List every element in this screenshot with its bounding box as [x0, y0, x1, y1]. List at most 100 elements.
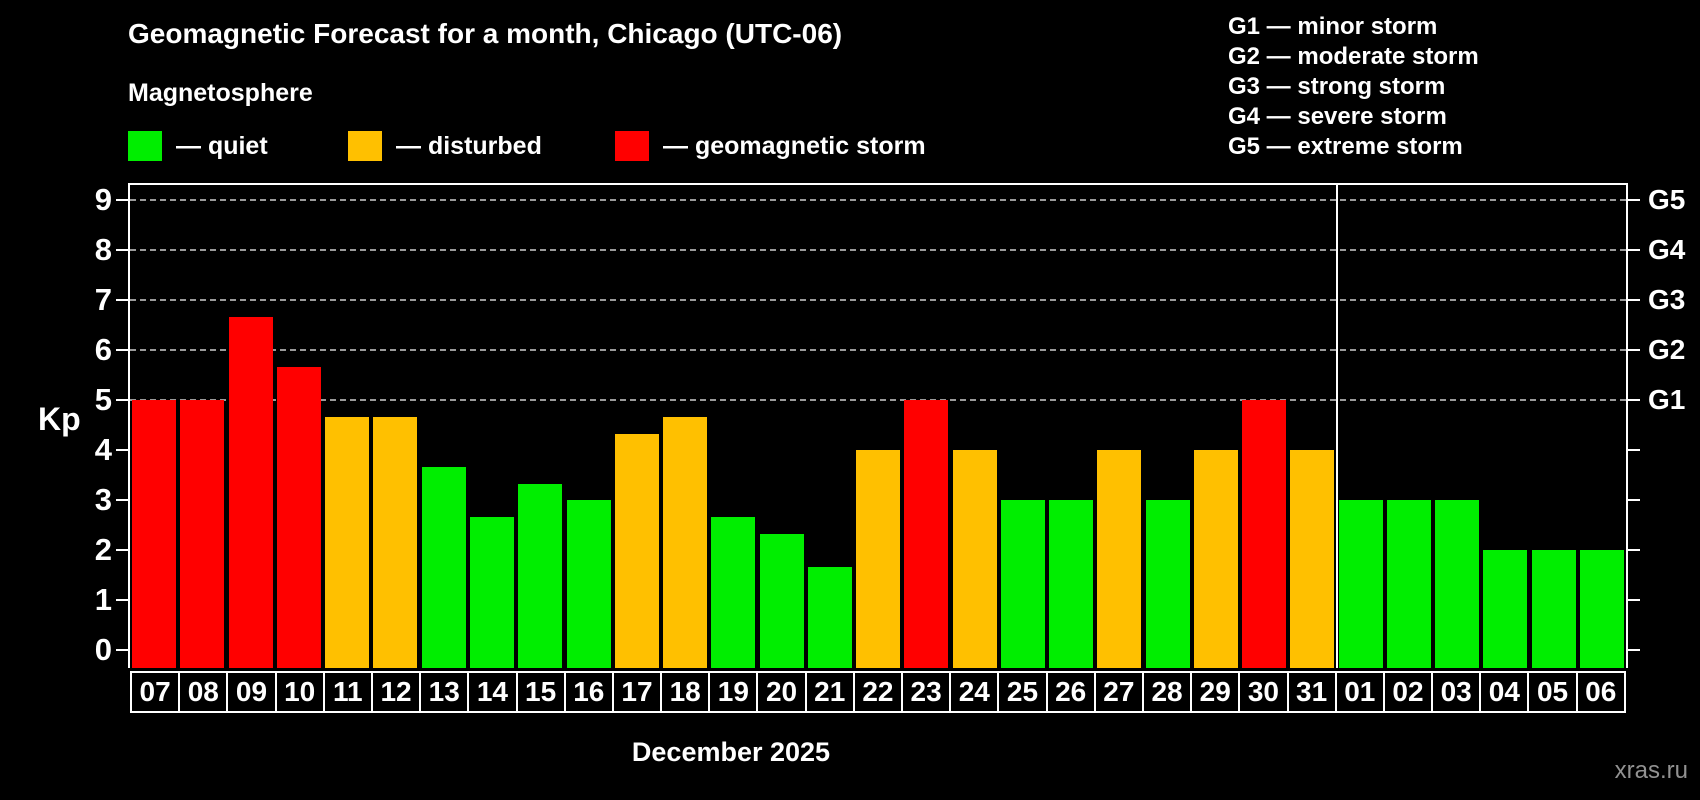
- right-axis-tick-0: [1628, 649, 1640, 651]
- day-label-16: 16: [563, 671, 614, 713]
- day-label-17: 17: [611, 671, 663, 713]
- y-axis-tick-5: [116, 399, 128, 401]
- g-axis-label-g3: G3: [1648, 284, 1686, 315]
- right-axis-tick-9: [1628, 199, 1640, 201]
- right-axis-tick-3: [1628, 499, 1640, 501]
- gridline-kp7: [130, 299, 1626, 301]
- bar-day-30: [1242, 400, 1287, 668]
- magnetosphere-subtitle: Magnetosphere: [128, 79, 313, 107]
- right-axis-tick-8: [1628, 249, 1640, 251]
- bar-day-11: [325, 416, 370, 668]
- g5-legend-line: G5 — extreme storm: [1228, 133, 1463, 160]
- bar-day-24: [952, 450, 997, 668]
- day-label-03: 03: [1431, 671, 1482, 713]
- bar-day-05: [1531, 550, 1576, 668]
- g-axis-label-g2: G2: [1648, 334, 1686, 365]
- day-label-30: 30: [1238, 671, 1289, 713]
- g4-legend-line: G4 — severe storm: [1228, 103, 1447, 130]
- y-axis-tick-4: [116, 449, 128, 451]
- day-label-09: 09: [226, 671, 277, 713]
- bar-day-28: [1145, 500, 1190, 668]
- y-axis-tick-0: [116, 649, 128, 651]
- gridline-kp6: [130, 349, 1626, 351]
- y-axis-tick-3: [116, 499, 128, 501]
- y-tick-label-5: 5: [94, 382, 112, 417]
- bar-day-04: [1483, 550, 1528, 668]
- bar-day-08: [180, 400, 225, 668]
- day-label-24: 24: [949, 671, 1000, 713]
- y-axis-tick-9: [116, 199, 128, 201]
- day-label-08: 08: [178, 671, 229, 713]
- day-label-12: 12: [370, 671, 422, 713]
- bar-day-07: [132, 400, 177, 668]
- bar-day-09: [228, 316, 273, 668]
- day-label-19: 19: [708, 671, 759, 713]
- x-axis-day-labels: 07 08 09 10 11 12 13 14 15 16 17 18 19 20 21 22 23 24 25 26…: [130, 671, 1626, 713]
- bar-day-25: [1000, 500, 1045, 668]
- day-label-21: 21: [804, 671, 855, 713]
- bar-day-23: [904, 400, 949, 668]
- y-tick-label-2: 2: [94, 532, 112, 567]
- bar-day-15: [518, 483, 563, 668]
- g-axis-label-g5: G5: [1648, 184, 1686, 215]
- legend-label-quiet: — quiet: [176, 131, 268, 160]
- bar-day-03: [1435, 500, 1480, 668]
- gridline-kp9: [130, 199, 1626, 201]
- bar-day-14: [469, 516, 514, 668]
- day-label-31: 31: [1286, 671, 1337, 713]
- right-axis-tick-1: [1628, 599, 1640, 601]
- quiet-color-swatch: [128, 131, 162, 161]
- day-label-28: 28: [1141, 671, 1193, 713]
- day-label-22: 22: [852, 671, 903, 713]
- day-label-01: 01: [1334, 671, 1385, 713]
- bar-day-22: [856, 450, 900, 668]
- y-tick-label-4: 4: [94, 432, 112, 467]
- y-axis-tick-2: [116, 549, 128, 551]
- right-axis-tick-5: [1628, 399, 1640, 401]
- bar-day-06: [1579, 550, 1624, 668]
- legend-label-storm: — geomagnetic storm: [663, 131, 926, 160]
- bar-day-16: [566, 500, 611, 668]
- bar-day-13: [421, 466, 466, 668]
- day-label-18: 18: [660, 671, 711, 713]
- y-tick-label-7: 7: [94, 282, 112, 317]
- y-axis-tick-7: [116, 299, 128, 301]
- gridline-kp5: [130, 399, 1626, 401]
- y-tick-label-9: 9: [94, 182, 112, 217]
- right-axis-tick-6: [1628, 349, 1640, 351]
- plot-border-left: [128, 183, 130, 668]
- legend-item-quiet: — quiet: [128, 130, 268, 162]
- y-axis-tick-6: [116, 349, 128, 351]
- bar-day-12: [373, 416, 418, 668]
- g-axis-label-g4: G4: [1648, 234, 1686, 265]
- page-title: Geomagnetic Forecast for a month, Chicag…: [128, 18, 843, 49]
- y-axis-tick-1: [116, 599, 128, 601]
- day-label-11: 11: [322, 671, 373, 713]
- right-axis-tick-4: [1628, 449, 1640, 451]
- right-axis-tick-7: [1628, 299, 1640, 301]
- g3-legend-line: G3 — strong storm: [1228, 73, 1446, 100]
- right-axis-tick-2: [1628, 549, 1640, 551]
- gridline-kp8: [130, 249, 1626, 251]
- legend-item-storm: — geomagnetic storm: [615, 130, 926, 162]
- storm-color-swatch: [615, 131, 649, 161]
- bar-day-01: [1338, 500, 1383, 668]
- day-label-07: 07: [130, 671, 181, 713]
- plot-border-top: [128, 183, 1628, 185]
- bar-day-20: [759, 533, 804, 668]
- day-label-04: 04: [1479, 671, 1530, 713]
- day-label-10: 10: [274, 671, 325, 713]
- plot-border-right: [1626, 183, 1628, 668]
- y-tick-label-0: 0: [94, 632, 112, 667]
- day-label-27: 27: [1093, 671, 1144, 713]
- y-tick-label-1: 1: [94, 582, 112, 617]
- g2-legend-line: G2 — moderate storm: [1228, 43, 1479, 70]
- month-separator-line: [1335, 185, 1338, 668]
- bar-day-18: [663, 416, 707, 668]
- day-label-20: 20: [756, 671, 807, 713]
- day-label-05: 05: [1527, 671, 1578, 713]
- watermark: xras.ru: [1614, 757, 1688, 784]
- g-axis-label-g1: G1: [1648, 384, 1686, 415]
- bar-day-19: [711, 516, 756, 668]
